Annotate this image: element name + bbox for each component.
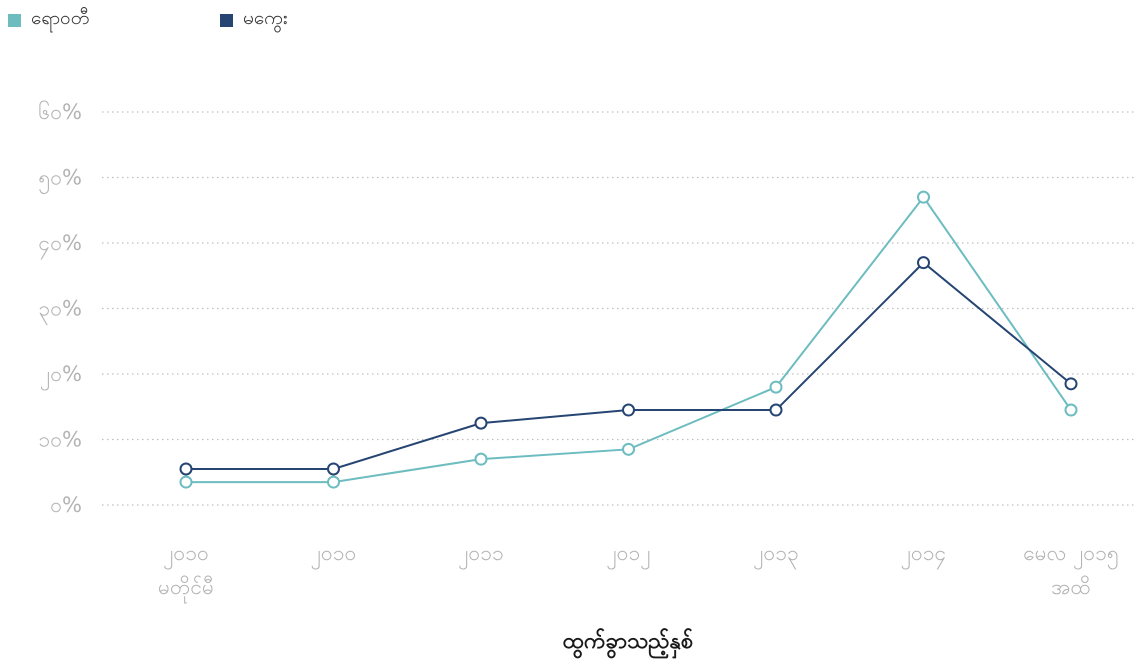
- x-tick-label-line: မေလ ၂၀၁၅: [1023, 541, 1119, 570]
- series-1-point-1: [327, 462, 340, 476]
- series-points: [179, 190, 1078, 489]
- series-0-point-0: [179, 475, 193, 489]
- x-tick-label-line: ၂၀၁၁: [458, 541, 504, 570]
- x-tick-label-6: မေလ ၂၀၁၅အထိ: [1023, 541, 1119, 599]
- y-tick-label-5: ၅၀%: [38, 166, 82, 195]
- x-tick-label-line: အထိ: [1051, 574, 1091, 599]
- series-0-point-3: [622, 442, 635, 456]
- series-0-point-6: [1064, 403, 1078, 417]
- legend-item-ayeyarwady[interactable]: ရောဝတီ: [8, 6, 89, 34]
- x-tick-label-line: ၂၀၁၄: [901, 541, 947, 570]
- series-1-point-0: [179, 462, 193, 476]
- legend-label-ayeyarwady: ရောဝတီ: [31, 7, 90, 29]
- y-axis-ticks: ၀% ၁၀% ၂၀% ၃၀% ၄၀% ၅၀% ၆၀%: [38, 99, 82, 517]
- x-tick-label-line: ၂၀၁၂: [606, 541, 650, 570]
- x-tick-label-1: ၂၀၁၀: [311, 541, 357, 570]
- x-tick-label-4: ၂၀၁၃: [753, 541, 799, 570]
- y-tick-label-1: ၁၀%: [38, 428, 82, 452]
- gridlines: [102, 111, 1136, 506]
- series-1-point-6: [1064, 377, 1078, 391]
- y-tick-label-0: ၀%: [50, 493, 82, 517]
- series-1-point-5: [917, 256, 930, 270]
- x-tick-label-line: မတိုင်မီ: [158, 574, 214, 604]
- series-1-point-4: [769, 403, 783, 417]
- series-line-1: [186, 261, 1072, 470]
- series-1-point-3: [622, 403, 635, 417]
- y-tick-label-3: ၃၀%: [38, 297, 82, 326]
- x-tick-label-2: ၂၀၁၁: [458, 541, 504, 570]
- legend-item-magway[interactable]: မကွေး: [220, 6, 288, 34]
- x-tick-label-line: ၂၀၁၀: [163, 541, 209, 570]
- y-tick-label-6: ၆၀%: [38, 99, 82, 124]
- x-tick-label-5: ၂၀၁၄: [901, 541, 947, 570]
- series-0-point-2: [474, 452, 488, 466]
- legend-swatch-ayeyarwady: [8, 13, 21, 27]
- y-tick-label-2: ၂၀%: [40, 362, 82, 391]
- y-tick-label-4: ၄၀%: [38, 231, 82, 260]
- legend-label-magway: မကွေး: [243, 7, 288, 29]
- legend-swatch-magway: [220, 13, 233, 27]
- x-tick-label-0: ၂၀၁၀မတိုင်မီ: [158, 541, 214, 604]
- x-axis-title: ထွက်ခွာသည့်နှစ်: [563, 627, 694, 659]
- x-axis-ticks: ၂၀၁၀မတိုင်မီ၂၀၁၀ ၂၀၁၁ ၂၀၁၂ ၂၀၁၃ ၂၀၁၄ မေလ ၂၀၁၅…: [158, 541, 1119, 604]
- series-0-point-4: [769, 380, 783, 394]
- x-tick-label-line: ၂၀၁၃: [753, 541, 799, 570]
- series-0-point-1: [327, 475, 340, 489]
- x-tick-label-3: ၂၀၁၂: [606, 541, 650, 570]
- series-0-point-5: [917, 190, 930, 204]
- series-1-point-2: [474, 416, 488, 430]
- x-tick-label-line: ၂၀၁၀: [311, 541, 357, 570]
